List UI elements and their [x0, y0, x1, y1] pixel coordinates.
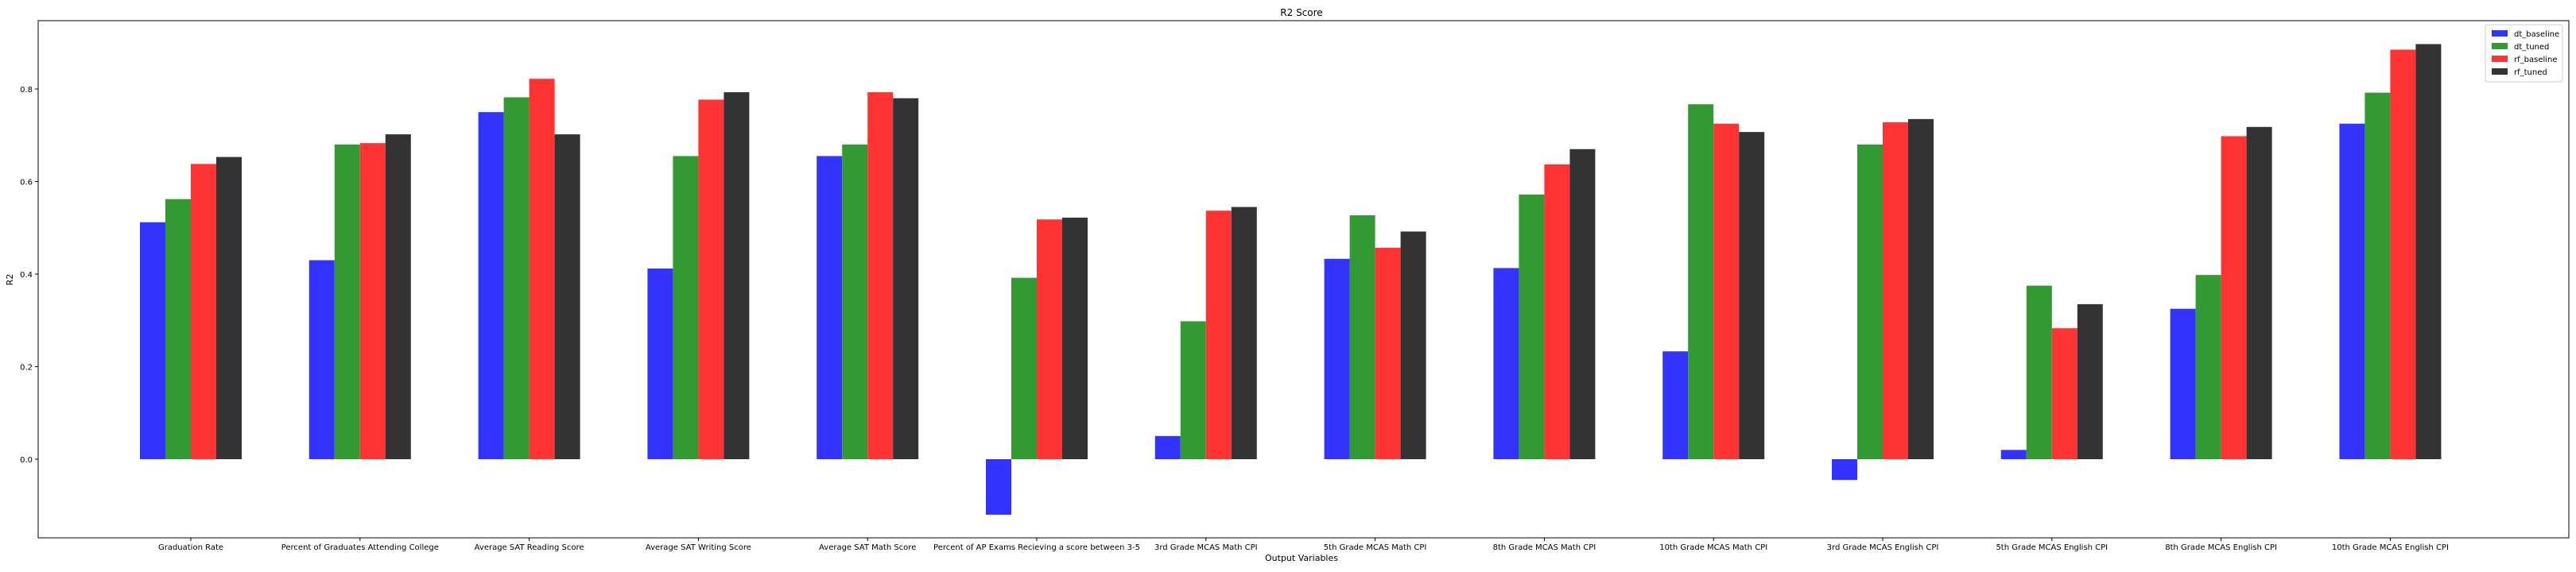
bar-rf_baseline-3	[698, 99, 724, 460]
x-tick-label: 10th Grade MCAS English CPI	[2332, 543, 2449, 552]
x-axis-label: Output Variables	[1265, 553, 1338, 563]
legend-label-rf_tuned: rf_tuned	[2514, 68, 2547, 77]
y-axis: 0.0 0.2 0.4 0.6 0.8	[20, 86, 38, 465]
bar-dt_tuned-11	[2026, 285, 2052, 459]
bar-rf_baseline-5	[1037, 219, 1062, 459]
bar-dt_tuned-12	[2195, 275, 2221, 459]
bar-rf_baseline-8	[1544, 164, 1570, 459]
bar-dt_baseline-3	[647, 269, 673, 459]
bar-rf_baseline-2	[529, 79, 555, 459]
y-tick-label: 0.8	[20, 86, 33, 95]
y-tick-label: 0.0	[20, 456, 33, 465]
legend-swatch-dt_baseline	[2492, 30, 2508, 37]
x-tick-label: Average SAT Reading Score	[475, 543, 584, 552]
bar-dt_tuned-5	[1011, 277, 1037, 459]
chart-title: R2 Score	[1280, 7, 1322, 18]
bar-dt_tuned-10	[1857, 144, 1883, 459]
bar-dt_tuned-2	[503, 97, 530, 460]
bar-rf_baseline-9	[1713, 123, 1740, 459]
legend-label-rf_baseline: rf_baseline	[2514, 56, 2558, 64]
bar-dt_baseline-2	[478, 112, 504, 459]
bar-rf_tuned-11	[2077, 303, 2103, 459]
bar-dt_baseline-5	[986, 459, 1011, 515]
bar-rf_tuned-4	[893, 98, 919, 460]
x-axis: Graduation Rate Percent of Graduates Atte…	[158, 538, 2449, 552]
bar-rf_tuned-5	[1062, 217, 1088, 459]
x-tick-label: 3rd Grade MCAS Math CPI	[1154, 543, 1258, 552]
bar-rf_tuned-13	[2415, 44, 2442, 460]
bar-rf_baseline-4	[867, 92, 894, 459]
x-tick-label: Average SAT Writing Score	[646, 543, 751, 552]
bar-rf_baseline-1	[359, 143, 386, 459]
bar-dt_tuned-13	[2365, 92, 2391, 459]
bar-rf_tuned-2	[554, 134, 580, 459]
legend-swatch-rf_tuned	[2492, 68, 2508, 75]
bar-rf_baseline-12	[2221, 136, 2247, 460]
bar-dt_baseline-13	[2339, 123, 2365, 459]
bar-dt_baseline-8	[1493, 268, 1519, 459]
legend-label-dt_baseline: dt_baseline	[2514, 30, 2559, 39]
bar-dt_tuned-6	[1180, 321, 1206, 459]
x-tick-label: Percent of AP Exams Recieving a score be…	[933, 543, 1140, 552]
bar-dt_baseline-7	[1324, 258, 1350, 459]
y-tick-label: 0.6	[20, 179, 33, 187]
bar-dt_baseline-10	[1832, 459, 1857, 481]
bar-dt_tuned-8	[1519, 194, 1545, 459]
bar-rf_baseline-11	[2051, 328, 2077, 459]
legend: dt_baseline dt_tuned rf_baseline rf_tuned	[2485, 24, 2563, 83]
y-tick-label: 0.4	[20, 271, 33, 280]
x-tick-label: 5th Grade MCAS Math CPI	[1324, 543, 1427, 552]
bar-rf_baseline-10	[1883, 122, 1908, 459]
bar-dt_tuned-0	[165, 199, 191, 459]
bar-rf_baseline-6	[1205, 211, 1232, 459]
bars	[140, 44, 2442, 515]
bar-dt_tuned-3	[673, 156, 699, 459]
x-tick-label: 3rd Grade MCAS English CPI	[1827, 543, 1939, 552]
y-tick-label: 0.2	[20, 364, 33, 373]
bar-dt_baseline-9	[1662, 351, 1689, 459]
bar-dt_baseline-6	[1154, 435, 1181, 459]
bar-rf_tuned-1	[385, 134, 411, 459]
x-tick-label: 8th Grade MCAS English CPI	[2165, 543, 2277, 552]
bar-dt_baseline-0	[140, 222, 165, 459]
plot-frame	[37, 20, 2570, 539]
legend-swatch-rf_baseline	[2492, 56, 2508, 62]
bar-rf_tuned-10	[1908, 118, 1934, 460]
bar-rf_tuned-8	[1569, 149, 1596, 459]
bar-rf_tuned-6	[1231, 207, 1257, 459]
x-tick-label: Average SAT Math Score	[819, 543, 916, 552]
bar-dt_baseline-12	[2170, 308, 2196, 459]
bar-rf_baseline-13	[2390, 49, 2416, 460]
bar-rf_baseline-0	[191, 164, 216, 460]
bar-rf_tuned-12	[2246, 126, 2272, 459]
bar-dt_tuned-4	[842, 144, 868, 459]
y-axis-label: R2	[5, 274, 15, 286]
bar-dt_baseline-4	[817, 156, 843, 459]
x-tick-label: 10th Grade MCAS Math CPI	[1659, 543, 1767, 552]
bar-dt_tuned-1	[334, 144, 360, 459]
bar-dt_baseline-11	[2000, 450, 2027, 459]
legend-swatch-dt_tuned	[2492, 43, 2508, 49]
x-tick-label: 5th Grade MCAS English CPI	[1996, 543, 2108, 552]
legend-label-dt_tuned: dt_tuned	[2514, 43, 2549, 52]
bar-rf_tuned-7	[1400, 231, 1426, 459]
x-tick-label: 8th Grade MCAS Math CPI	[1493, 543, 1596, 552]
x-tick-label: Graduation Rate	[158, 543, 223, 552]
bar-rf_tuned-0	[216, 157, 242, 459]
bar-dt_tuned-7	[1349, 215, 1375, 459]
legend-box	[2485, 24, 2563, 83]
bar-rf_baseline-7	[1375, 247, 1401, 459]
bar-dt_tuned-9	[1688, 104, 1714, 459]
bar-rf_tuned-9	[1739, 132, 1765, 460]
bar-rf_tuned-3	[724, 92, 750, 459]
x-tick-label: Percent of Graduates Attending College	[281, 543, 439, 552]
bar-dt_baseline-1	[308, 260, 335, 459]
